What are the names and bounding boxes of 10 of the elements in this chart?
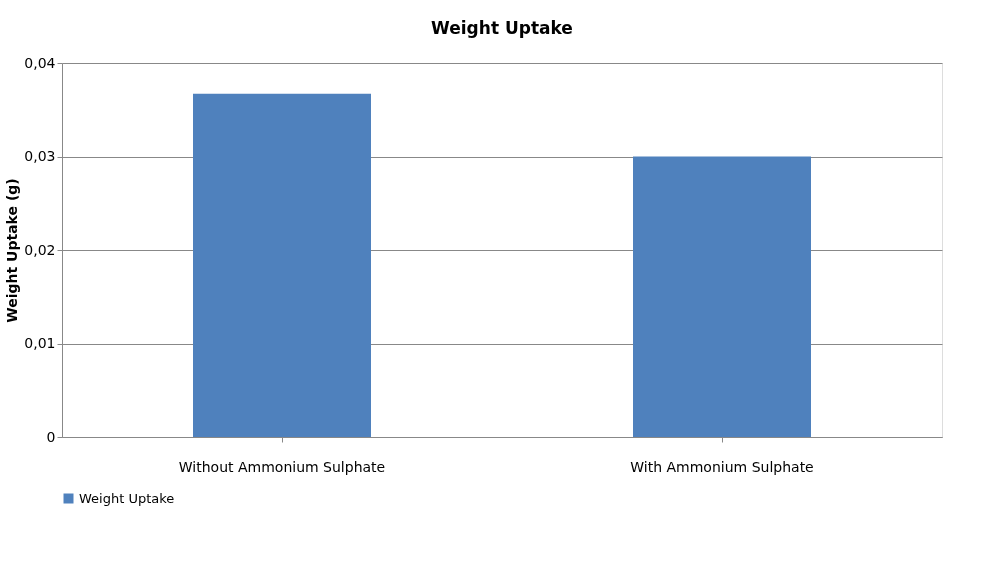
y-tick-label: 0,02	[24, 241, 56, 258]
x-tick-label: With Ammonium Sulphate	[630, 458, 814, 475]
y-axis-title: Weight Uptake (g)	[4, 178, 21, 323]
x-tick-label: Without Ammonium Sulphate	[178, 458, 386, 475]
y-tick-label: 0,04	[24, 54, 56, 71]
y-tick-label: 0,03	[24, 148, 56, 164]
y-tick-label: 0,01	[24, 335, 56, 351]
chart-title: Weight Uptake	[431, 18, 573, 38]
y-tick-label: 0	[46, 428, 56, 445]
legend-label: Weight Uptake	[79, 490, 175, 506]
